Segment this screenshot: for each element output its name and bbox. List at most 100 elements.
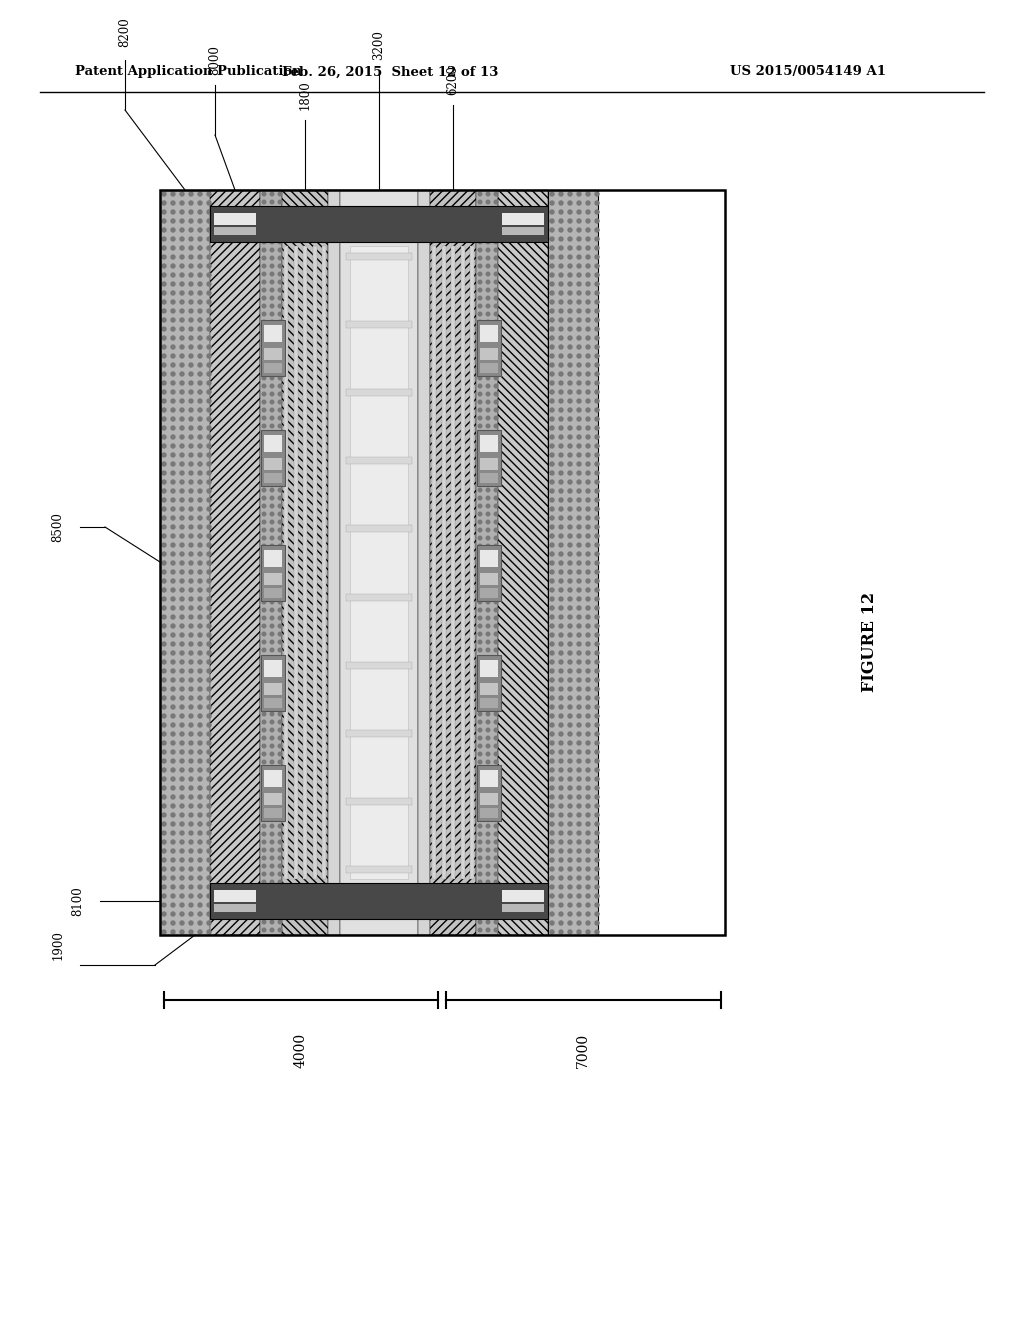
Circle shape — [568, 750, 572, 754]
Bar — [477, 430, 501, 486]
Circle shape — [207, 300, 211, 304]
Circle shape — [595, 525, 599, 529]
Circle shape — [262, 504, 266, 508]
Circle shape — [595, 255, 599, 259]
Circle shape — [550, 318, 554, 322]
Circle shape — [550, 363, 554, 367]
Circle shape — [279, 408, 282, 412]
Circle shape — [207, 408, 211, 412]
Circle shape — [162, 273, 166, 277]
Circle shape — [495, 345, 498, 347]
Circle shape — [586, 867, 590, 871]
Circle shape — [486, 648, 489, 652]
Circle shape — [180, 894, 184, 898]
Circle shape — [180, 903, 184, 907]
Circle shape — [198, 219, 202, 223]
Circle shape — [180, 507, 184, 511]
Circle shape — [486, 704, 489, 708]
Circle shape — [495, 744, 498, 748]
Circle shape — [595, 372, 599, 376]
Circle shape — [595, 561, 599, 565]
Circle shape — [568, 804, 572, 808]
Circle shape — [270, 329, 273, 331]
Bar — [480, 697, 498, 708]
Circle shape — [486, 193, 489, 195]
Circle shape — [577, 634, 581, 638]
Circle shape — [180, 444, 184, 447]
Circle shape — [495, 849, 498, 851]
Circle shape — [279, 632, 282, 636]
Circle shape — [559, 804, 563, 808]
Circle shape — [189, 714, 193, 718]
Circle shape — [189, 606, 193, 610]
Circle shape — [559, 480, 563, 484]
Circle shape — [207, 337, 211, 341]
Circle shape — [577, 705, 581, 709]
Circle shape — [270, 904, 273, 908]
Circle shape — [559, 525, 563, 529]
Circle shape — [568, 634, 572, 638]
Circle shape — [478, 857, 482, 859]
Circle shape — [559, 535, 563, 539]
Circle shape — [559, 651, 563, 655]
Bar — [477, 655, 501, 711]
Circle shape — [262, 760, 266, 764]
Circle shape — [180, 337, 184, 341]
Circle shape — [262, 528, 266, 532]
Circle shape — [495, 392, 498, 396]
Circle shape — [180, 570, 184, 574]
Circle shape — [550, 606, 554, 610]
Circle shape — [559, 660, 563, 664]
Circle shape — [189, 191, 193, 195]
Circle shape — [478, 337, 482, 339]
Circle shape — [486, 721, 489, 723]
Circle shape — [162, 669, 166, 673]
Circle shape — [180, 290, 184, 294]
Circle shape — [180, 634, 184, 638]
Circle shape — [270, 400, 273, 404]
Circle shape — [486, 440, 489, 444]
Circle shape — [486, 880, 489, 884]
Circle shape — [198, 290, 202, 294]
Circle shape — [568, 191, 572, 195]
Circle shape — [262, 272, 266, 276]
Circle shape — [478, 536, 482, 540]
Circle shape — [180, 714, 184, 718]
Circle shape — [262, 240, 266, 244]
Circle shape — [262, 416, 266, 420]
Circle shape — [550, 516, 554, 520]
Circle shape — [262, 432, 266, 436]
Circle shape — [279, 721, 282, 723]
Circle shape — [495, 440, 498, 444]
Circle shape — [279, 601, 282, 603]
Text: US 2015/0054149 A1: US 2015/0054149 A1 — [730, 66, 886, 78]
Bar — [264, 697, 282, 708]
Bar — [214, 227, 256, 235]
Circle shape — [171, 453, 175, 457]
Circle shape — [595, 714, 599, 718]
Circle shape — [270, 296, 273, 300]
Circle shape — [568, 723, 572, 727]
Circle shape — [595, 750, 599, 754]
Circle shape — [207, 849, 211, 853]
Circle shape — [559, 345, 563, 348]
Circle shape — [577, 750, 581, 754]
Circle shape — [279, 824, 282, 828]
Circle shape — [162, 696, 166, 700]
Circle shape — [189, 768, 193, 772]
Circle shape — [198, 768, 202, 772]
Circle shape — [559, 903, 563, 907]
Circle shape — [586, 813, 590, 817]
Circle shape — [207, 678, 211, 682]
Circle shape — [279, 849, 282, 851]
Circle shape — [568, 309, 572, 313]
Circle shape — [270, 528, 273, 532]
Circle shape — [577, 867, 581, 871]
Circle shape — [486, 609, 489, 611]
Bar — [303, 246, 307, 879]
Circle shape — [486, 488, 489, 492]
Circle shape — [207, 238, 211, 242]
Circle shape — [586, 741, 590, 744]
Circle shape — [595, 624, 599, 628]
Circle shape — [171, 804, 175, 808]
